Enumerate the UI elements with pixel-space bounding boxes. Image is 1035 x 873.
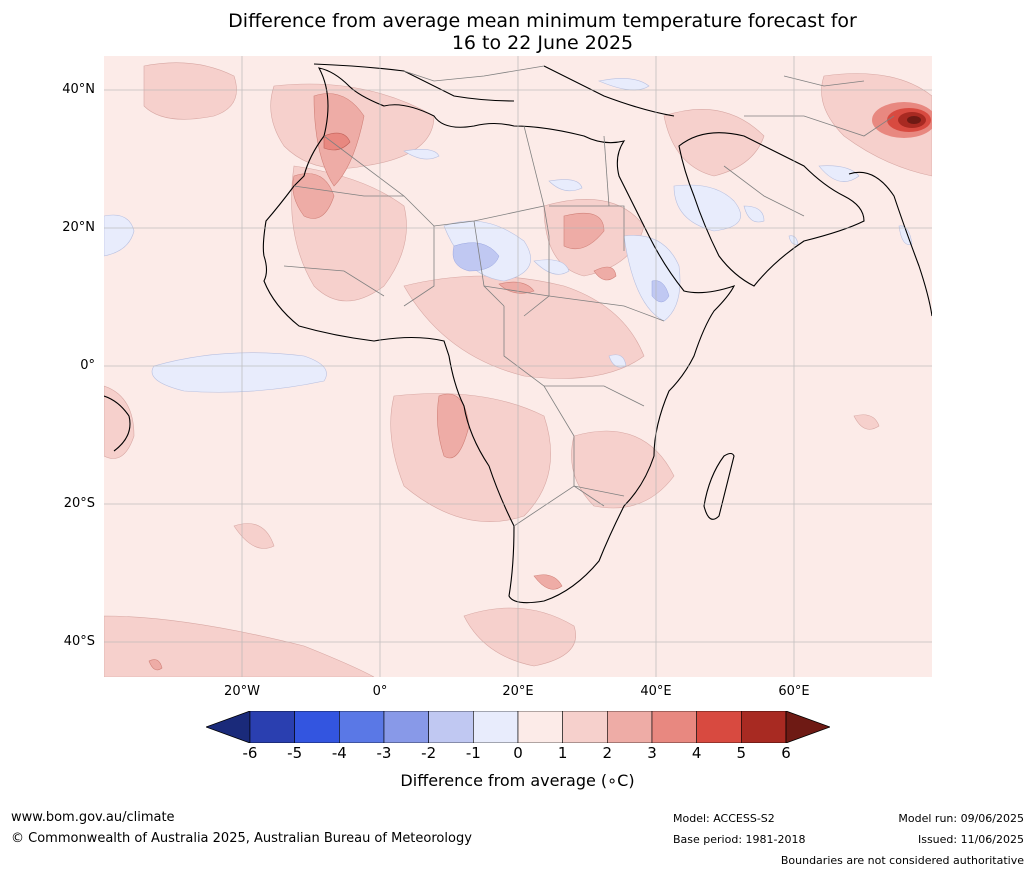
lat-label-20n: 20°N	[62, 220, 95, 235]
graticule	[104, 56, 932, 677]
footer-issued: Issued: 11/06/2025	[917, 833, 1024, 846]
title-line-1: Difference from average mean minimum tem…	[228, 10, 857, 32]
lat-label-20s: 20°S	[63, 496, 95, 511]
colorbar-segment	[339, 711, 385, 743]
colorbar-tick-label: -5	[287, 744, 303, 762]
lon-label-60e: 60°E	[778, 684, 810, 699]
colorbar-segment	[741, 711, 787, 743]
colorbar-tick-label: -4	[331, 744, 347, 762]
colorbar-segment	[607, 711, 653, 743]
colorbar	[206, 711, 830, 743]
colorbar-extend-high	[785, 711, 830, 743]
colorbar-extend-low	[206, 711, 251, 743]
colorbar-tick-label: 1	[557, 744, 568, 762]
colorbar-segment	[517, 711, 563, 743]
footer-base-period: Base period: 1981-2018	[673, 833, 806, 846]
anomaly-2-3-regions	[148, 93, 617, 671]
colorbar-tick-label: 4	[691, 744, 702, 762]
colorbar-segment	[294, 711, 340, 743]
footer-model-run: Model run: 09/06/2025	[898, 812, 1024, 825]
colorbar-label: Difference from average (∘C)	[400, 771, 635, 790]
colorbar-tick-label: -1	[465, 744, 481, 762]
colorbar-tick-label: -3	[376, 744, 392, 762]
colorbar-segment	[696, 711, 742, 743]
lat-label-40s: 40°S	[63, 634, 95, 649]
anomaly-3-4-regions	[323, 132, 351, 151]
footer-disclaimer: Boundaries are not considered authoritat…	[780, 854, 1024, 867]
hot-spot-central-asia	[872, 102, 932, 138]
colorbar-tick-label: -2	[421, 744, 437, 762]
colorbar-tick-label: 0	[513, 744, 523, 762]
country-borders	[283, 65, 895, 527]
colorbar-tick-label: 2	[602, 744, 613, 762]
colorbar-segment	[383, 711, 429, 743]
lat-label-40n: 40°N	[62, 82, 95, 97]
colorbar-segment	[651, 711, 697, 743]
footer-website: www.bom.gov.au/climate	[11, 810, 175, 825]
temperature-anomaly-map	[104, 56, 932, 677]
anomaly-negative-regions	[104, 78, 913, 393]
coastlines	[104, 63, 932, 604]
colorbar-segment	[562, 711, 608, 743]
colorbar-tick-label: -6	[242, 744, 258, 762]
lon-label-20e: 20°E	[502, 684, 534, 699]
title-line-2: 16 to 22 June 2025	[451, 32, 634, 54]
colorbar-segment	[428, 711, 474, 743]
map-title: Difference from average mean minimum tem…	[0, 10, 1035, 54]
lat-label-0: 0°	[80, 358, 95, 373]
colorbar-segment	[473, 711, 519, 743]
colorbar-tick-label: 6	[781, 744, 791, 762]
footer-model: Model: ACCESS-S2	[673, 812, 775, 825]
lon-label-0: 0°	[372, 684, 388, 699]
colorbar-tick-label: 5	[736, 744, 747, 762]
colorbar-segment	[249, 711, 295, 743]
lon-label-20w: 20°W	[224, 684, 260, 699]
colorbar-tick-label: 3	[647, 744, 657, 762]
footer-copyright: © Commonwealth of Australia 2025, Austra…	[11, 831, 472, 846]
lon-label-40e: 40°E	[640, 684, 672, 699]
